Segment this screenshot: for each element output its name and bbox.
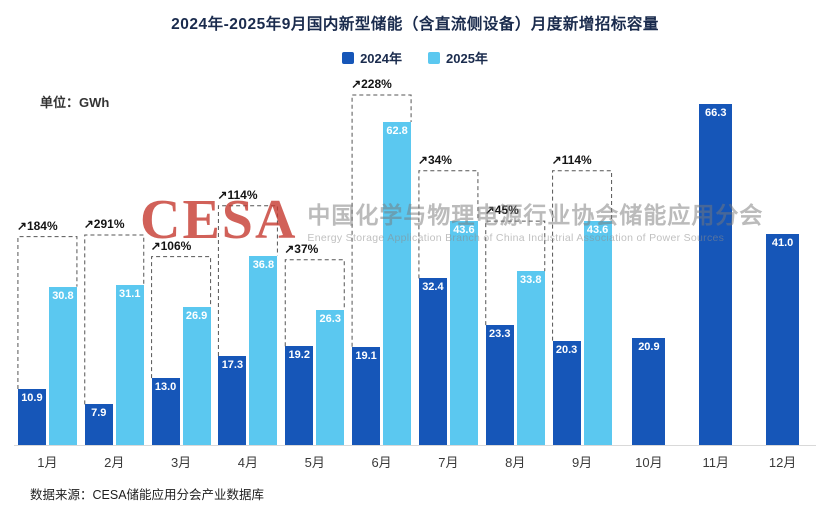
growth-annotation: ↗184% [16, 218, 58, 233]
x-axis-label: 12月 [768, 455, 797, 470]
bar-value-label: 41.0 [771, 237, 794, 250]
bar-2025: 43.6 [583, 220, 612, 445]
x-axis-label: 11月 [702, 455, 730, 470]
x-axis-label: 10月 [635, 455, 663, 470]
growth-annotation: ↗228% [351, 77, 392, 91]
bar-2024: 13.0 [151, 378, 180, 445]
unit-label: 单位：GWh [40, 95, 110, 110]
bar-value-label: 33.8 [520, 274, 542, 287]
bar-value-label: 43.6 [586, 223, 609, 236]
bar-2025: 31.1 [115, 285, 144, 445]
legend-item: 2025年 [428, 48, 488, 67]
growth-annotation: ↗291% [83, 217, 125, 232]
x-axis-label: 2月 [104, 455, 125, 470]
bar-value-label: 26.9 [185, 309, 208, 322]
bar-value-label: 17.3 [221, 359, 244, 372]
bar-2025: 62.8 [383, 122, 412, 445]
bar-2024: 23.3 [485, 325, 514, 445]
bar-value-label: 31.1 [119, 288, 141, 301]
growth-annotation: ↗106% [150, 238, 192, 253]
growth-annotation: ↗34% [417, 152, 452, 167]
legend-swatch [428, 51, 440, 64]
legend-item: 2024年 [342, 48, 402, 67]
bar-value-label: 23.3 [489, 328, 511, 341]
growth-annotation: ↗114% [551, 152, 592, 167]
bar-value-label: 36.8 [252, 258, 275, 271]
bar-2024: 66.3 [699, 104, 733, 445]
bar-2025: 36.8 [249, 255, 278, 445]
bar-value-label: 20.3 [555, 343, 578, 356]
x-axis-label: 4月 [237, 455, 259, 470]
bar-2025: 43.6 [449, 220, 478, 445]
bar-value-label: 19.1 [355, 349, 377, 362]
bar-2024: 7.9 [84, 404, 113, 445]
bar-value-label: 13.0 [154, 381, 177, 394]
bar-2025: 26.3 [316, 309, 345, 445]
bar-2024: 20.3 [552, 340, 581, 445]
legend-swatch [342, 51, 355, 64]
bar-value-label: 10.9 [21, 391, 43, 404]
legend-label: 2025年 [446, 51, 488, 66]
bar-2024: 19.2 [285, 346, 314, 445]
bar-value-label: 20.9 [638, 340, 660, 353]
x-axis-label: 7月 [438, 455, 459, 470]
x-axis-line [14, 445, 816, 446]
bar-value-label: 19.2 [288, 349, 310, 362]
x-axis-label: 8月 [505, 455, 526, 470]
bar-2025: 26.9 [182, 306, 211, 445]
bar-value-label: 62.8 [386, 125, 408, 138]
bar-2025: 30.8 [48, 286, 77, 445]
bar-2024: 17.3 [218, 356, 247, 445]
bar-2024: 10.9 [17, 388, 46, 445]
growth-annotation: ↗37% [284, 241, 319, 256]
bar-2024: 19.1 [352, 346, 381, 445]
x-axis-label: 5月 [304, 455, 325, 470]
legend-label: 2024年 [360, 51, 402, 66]
bar-2024: 41.0 [766, 234, 800, 445]
chart-title: 2024年-2025年9月国内新型储能（含直流侧设备）月度新增招标容量 [171, 16, 659, 33]
bar-value-label: 26.3 [319, 312, 341, 325]
bar-value-label: 43.6 [453, 223, 475, 236]
source-note: 数据来源：CESA储能应用分会产业数据库 [30, 488, 265, 502]
bar-2025: 33.8 [516, 271, 545, 445]
x-axis-label: 6月 [371, 455, 392, 470]
growth-annotation: ↗114% [217, 187, 258, 202]
bar-value-label: 30.8 [52, 289, 74, 302]
bar-value-label: 7.9 [91, 407, 107, 420]
x-axis-label: 3月 [170, 455, 192, 470]
growth-annotation: ↗45% [484, 203, 519, 218]
bar-2024: 32.4 [418, 278, 447, 445]
bar-value-label: 66.3 [705, 107, 727, 120]
x-axis-label: 1月 [37, 455, 58, 470]
bar-value-label: 32.4 [422, 281, 444, 294]
legend: 2024年 2025年 [0, 48, 830, 67]
bar-2024: 20.9 [632, 337, 666, 445]
x-axis-label: 9月 [571, 455, 593, 470]
